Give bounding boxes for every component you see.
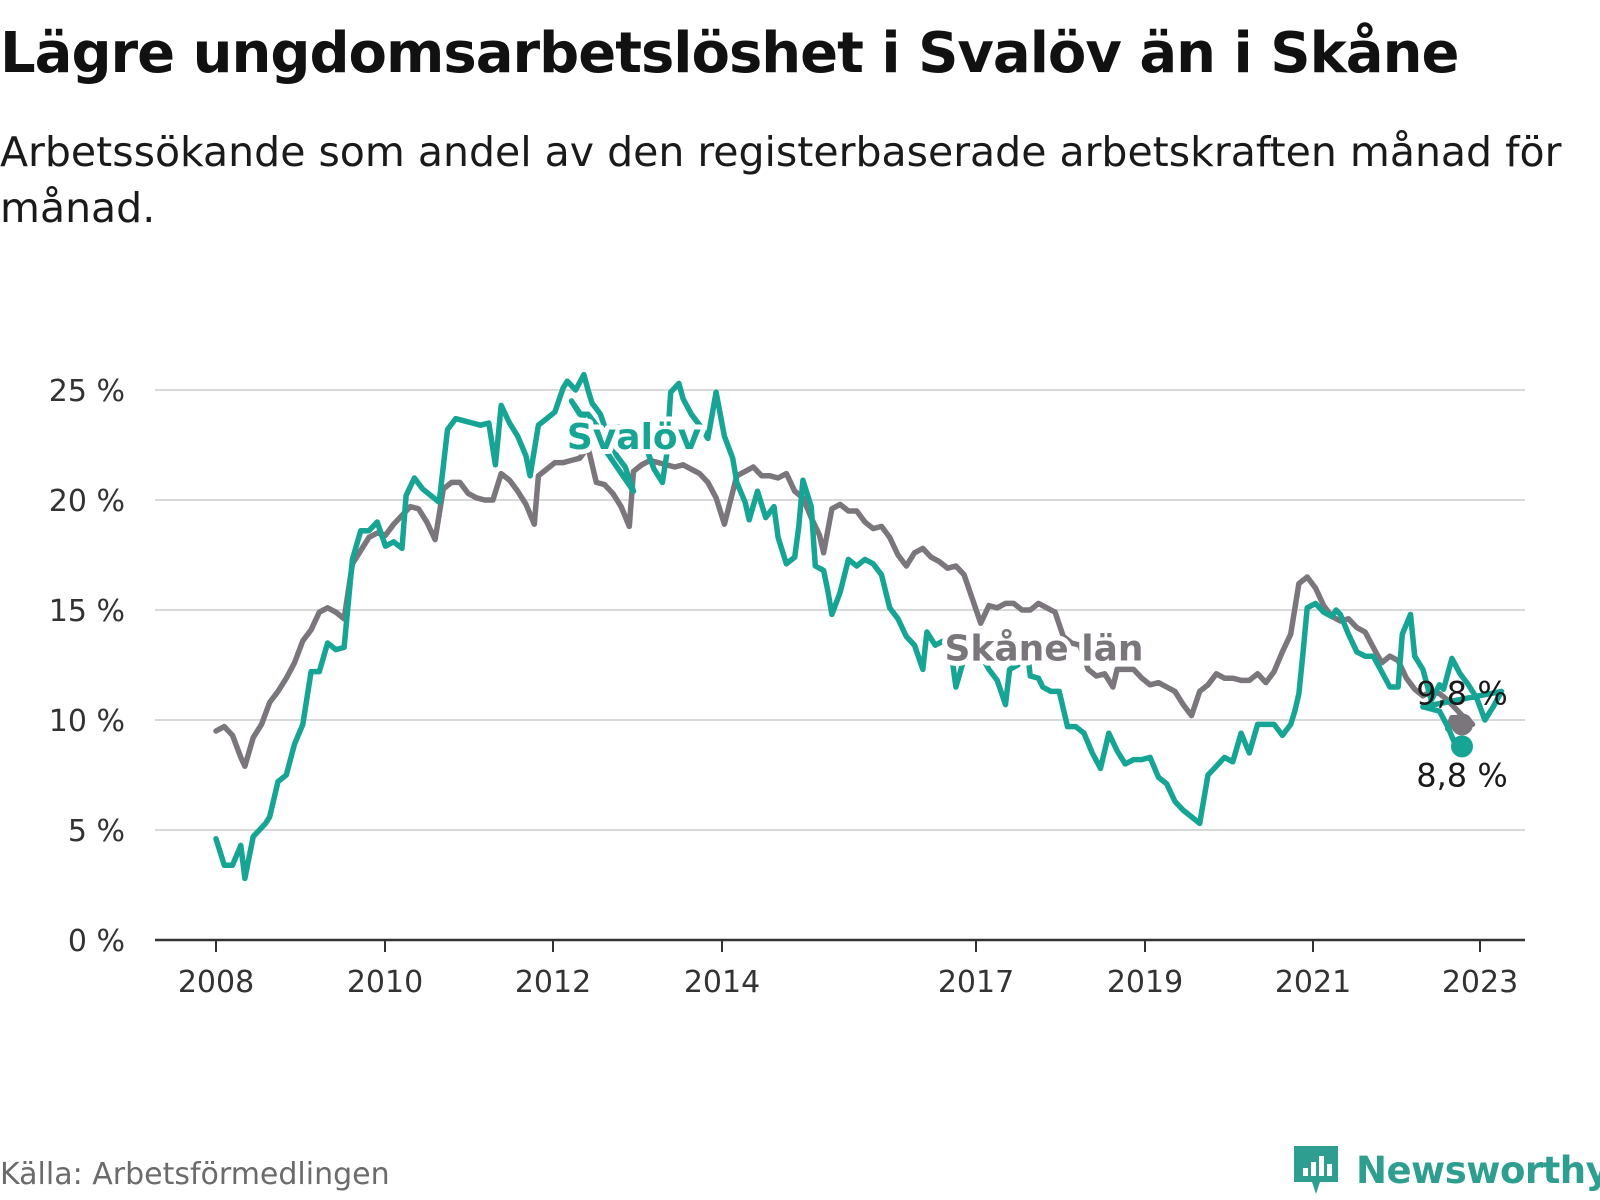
line-chart: 0 %5 %10 %15 %20 %25 % 2008 2010 2012 2014 2…	[49, 371, 1525, 1000]
series-layer	[213, 371, 1505, 882]
x-tick-label: 2019	[1107, 965, 1183, 1000]
end-marker-skane[interactable]	[1451, 713, 1473, 736]
y-tick-label: 15 %	[49, 594, 125, 629]
chart-subtitle: Arbetssökande som andel av den registerb…	[0, 128, 1562, 232]
y-tick-label: 20 %	[49, 484, 125, 519]
y-tick-label: 0 %	[68, 924, 125, 959]
newsworthy-logo-icon	[1294, 1146, 1338, 1194]
x-axis: 2008 2010 2012 2014 2017 2019 2021 2023	[155, 938, 1525, 1000]
end-marker-svalov[interactable]	[1451, 735, 1473, 758]
chart-title: Lägre ungdomsarbetslöshet i Svalöv än i …	[0, 21, 1459, 86]
series-label-svalov: Svalöv	[567, 417, 701, 458]
y-tick-label: 5 %	[68, 814, 125, 849]
brand-name: Newsworthy	[1356, 1148, 1600, 1192]
end-label-skane: 9,8 %	[1416, 674, 1507, 712]
x-tick-label: 2010	[347, 965, 423, 1000]
series-line-skane[interactable]	[213, 444, 1476, 769]
x-tick-label: 2014	[684, 965, 760, 1000]
y-tick-label: 10 %	[49, 704, 125, 739]
y-axis: 0 % 5 % 10 % 15 % 20 % 25 %	[49, 374, 125, 959]
x-tick-label: 2021	[1275, 965, 1351, 1000]
series-label-skane: Skåne län	[944, 628, 1143, 669]
x-tick-label: 2017	[938, 965, 1014, 1000]
end-label-svalov: 8,8 %	[1416, 756, 1507, 794]
x-tick-label: 2008	[178, 965, 254, 1000]
source-note: Källa: Arbetsförmedlingen	[0, 1157, 390, 1192]
y-tick-label: 25 %	[49, 374, 125, 409]
series-line-svalov[interactable]	[213, 371, 1505, 882]
brand-logo[interactable]: Newsworthy	[1290, 1140, 1600, 1200]
x-tick-label: 2012	[515, 965, 591, 1000]
x-tick-label: 2023	[1442, 965, 1518, 1000]
annotation-layer: 8,8 % 9,8 % Svalöv Skåne län	[562, 412, 1508, 794]
